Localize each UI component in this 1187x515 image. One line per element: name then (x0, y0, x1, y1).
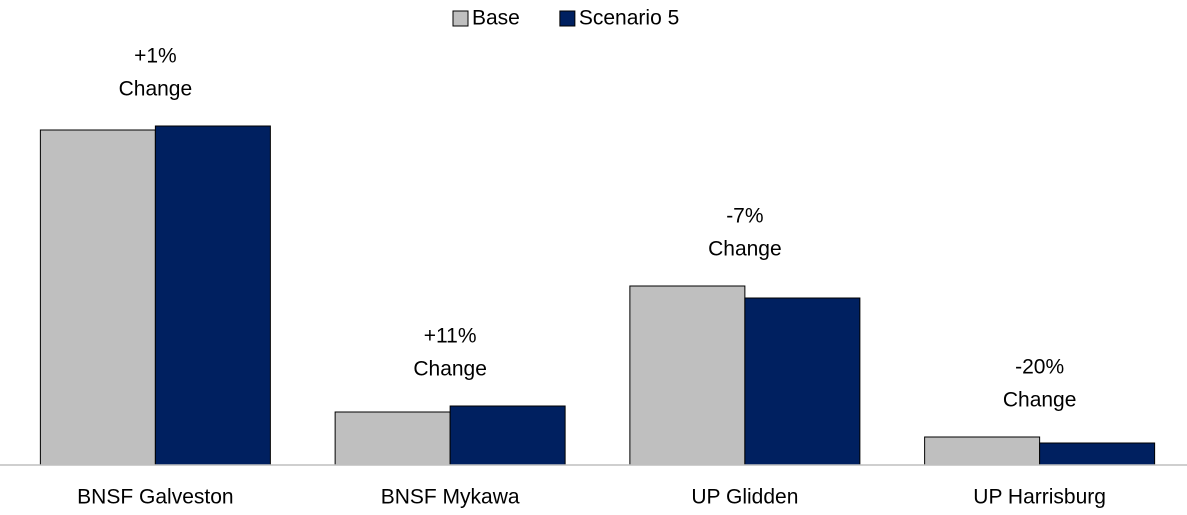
bar (154, 125, 271, 466)
bar (449, 405, 566, 466)
bar (744, 297, 861, 466)
legend-label: Scenario 5 (579, 7, 679, 30)
bar (39, 129, 156, 466)
bar (1039, 442, 1156, 466)
annotation: Change (708, 238, 782, 261)
annotation: Change (1003, 389, 1077, 412)
annotation: +1% (134, 45, 177, 68)
annotation: -7% (726, 205, 763, 228)
x-tick-label: UP Harrisburg (973, 486, 1106, 509)
annotation: -20% (1015, 356, 1064, 379)
annotation: Change (413, 358, 487, 381)
bar (334, 411, 451, 466)
bar (629, 285, 746, 466)
x-tick-label: UP Glidden (691, 486, 798, 509)
legend-swatch (559, 10, 576, 27)
legend-swatch (452, 10, 469, 27)
legend-label: Base (472, 7, 520, 30)
annotation: +11% (424, 325, 477, 348)
bar (924, 436, 1041, 466)
x-tick-label: BNSF Galveston (77, 486, 233, 509)
annotation: Change (119, 78, 193, 101)
x-tick-label: BNSF Mykawa (381, 486, 520, 509)
